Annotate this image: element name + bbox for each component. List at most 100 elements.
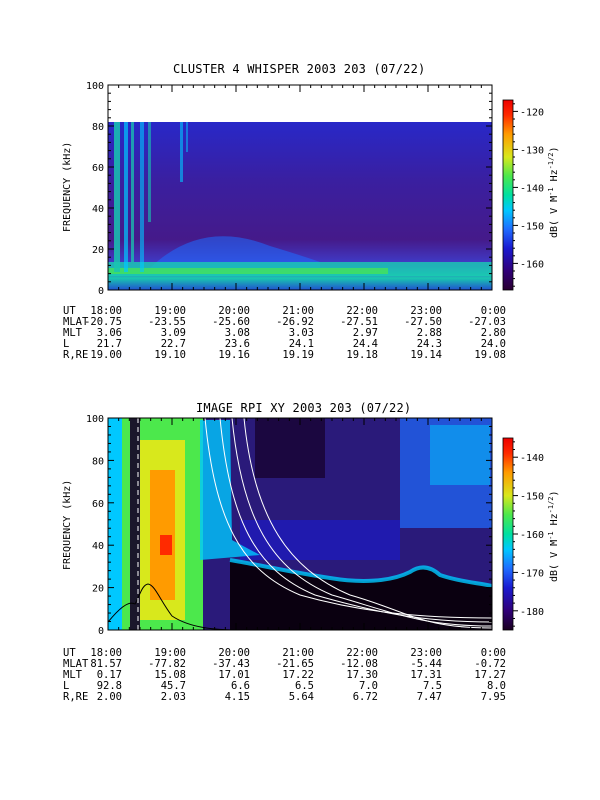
rpi-ephemeris-value: 0.17 [96,669,122,681]
cluster-ephemeris-value: 23:00 [410,305,442,317]
cluster-colorbar-label: dB( V M-1 Hz-1/2) [547,146,560,238]
rpi-y-tick-label: 100 [86,414,104,425]
eph-label-l: L [63,680,70,692]
cluster-ephemeris-value: 20:00 [218,305,250,317]
rpi-ephemeris-value: -5.44 [410,658,442,670]
rpi-model-curves [108,418,492,630]
eph-label-mlat: MLAT [63,658,89,670]
rpi-y-tick-label: 60 [92,499,104,510]
rpi-cyan-front [200,420,260,560]
cluster-ephemeris-value: 23.6 [224,338,250,350]
eph-label-mlt: MLT [63,327,82,339]
cluster-burst-7 [186,122,188,152]
cluster-ephemeris-value: -20.75 [84,316,122,328]
rpi-ephemeris-value: 6.72 [352,691,378,703]
rpi-y-tick-label: 40 [92,541,104,552]
rpi-colorbar-tick-label: -150 [520,492,544,503]
rpi-ephemeris-value: 7.47 [416,691,442,703]
cluster-ephemeris-value: 24.0 [480,338,506,350]
rpi-plasma-edge [229,558,492,588]
cluster-y-tick-label: 80 [92,122,104,133]
rpi-y-tick-label: 20 [92,584,104,595]
rpi-colorbar-tick-label: -170 [520,568,544,579]
cluster-ephemeris-value: 19.00 [90,349,122,361]
rpi-ephemeris-value: 19:00 [154,647,186,659]
rpi-mid-blue-band [240,520,400,560]
cluster-spectrogram-chart: 0 20 40 60 80 100 FREQUENCY (kHz) -120 -130 -14… [62,81,560,297]
cluster-y-axis-label: FREQUENCY (kHz) [62,142,73,232]
cluster-ephemeris-value: 22.7 [160,338,186,350]
rpi-ephemeris-value: 20:00 [218,647,250,659]
rpi-colorbar-ticks: -140 -150 -160 -170 -180 [513,441,544,627]
cluster-ephemeris-value: 24.3 [416,338,442,350]
cluster-ephemeris-value: 2.88 [416,327,442,339]
cluster-ephemeris-value: 2.80 [480,327,506,339]
rpi-ephemeris-value: 92.8 [96,680,122,692]
rpi-ephemeris-value: 21:00 [282,647,314,659]
eph-label-l: L [63,338,70,350]
eph-label-mlat: MLAT [63,316,89,328]
cluster-ephemeris-value: 19:00 [154,305,186,317]
rpi-model-curve [204,418,492,619]
cluster-colorbar-tick-label: -160 [520,259,544,270]
cluster-colorbar [502,99,514,291]
rpi-ephemeris-value: 22:00 [346,647,378,659]
cluster-burst-5 [148,122,151,222]
cluster-burst-1 [114,122,120,272]
cluster-burst-6 [180,122,183,182]
rpi-ephemeris-value: 2.03 [160,691,186,703]
eph-label-ut: UT [63,647,76,659]
cluster-colorbar-tick-label: -140 [520,183,544,194]
cluster-ephemeris-value: 19.14 [410,349,442,361]
eph-label-mlt: MLT [63,669,82,681]
eph-label-r: R,RE [63,691,89,703]
rpi-x-ticks [107,418,493,630]
cluster-ephemeris-value: 19.18 [346,349,378,361]
rpi-ephemeris-value: 0:00 [480,647,506,659]
cluster-low-band-core [108,268,388,274]
rpi-colorbar [502,437,514,631]
cluster-ephemeris-value: 21:00 [282,305,314,317]
rpi-ephemeris-value: 17.01 [218,669,250,681]
cluster-colorbar-tick-label: -150 [520,221,544,232]
cluster-burst-3 [131,122,134,262]
rpi-y-tick-label: 0 [98,626,104,637]
rpi-y-ticks: 0 20 40 60 80 100 [86,414,492,637]
cluster-ephemeris-value: 22:00 [346,305,378,317]
rpi-title: IMAGE RPI XY 2003 203 (07/22) [196,401,412,415]
cluster-ephemeris-value: 19.19 [282,349,314,361]
rpi-ephemeris-value: 17.27 [474,669,506,681]
cluster-ephemeris-value: -27.03 [468,316,506,328]
rpi-y-axis-label: FREQUENCY (kHz) [62,480,73,570]
rpi-ephemeris-value: -12.08 [340,658,378,670]
rpi-ephemeris-value: 17.30 [346,669,378,681]
cluster-title: CLUSTER 4 WHISPER 2003 203 (07/22) [173,62,426,76]
cluster-y-tick-label: 20 [92,245,104,256]
cluster-ephemeris-value: -27.51 [340,316,378,328]
rpi-ephemeris-value: 17.31 [410,669,442,681]
cluster-ephemeris-value: 3.08 [224,327,250,339]
cluster-ephemeris-value: -27.50 [404,316,442,328]
rpi-ephemeris-value: 6.6 [231,680,250,692]
cluster-y-tick-label: 0 [98,286,104,297]
rpi-ephemeris-value: 17.22 [282,669,314,681]
cluster-burst-4 [140,122,144,272]
cluster-burst-2 [124,122,128,272]
cluster-ephemeris-value: -25.60 [212,316,250,328]
cluster-ephemeris-value: 24.4 [352,338,378,350]
rpi-colorbar-tick-label: -140 [520,453,544,464]
rpi-model-curve [243,418,492,629]
cluster-ephemeris-value: -26.92 [276,316,314,328]
cluster-y-tick-label: 60 [92,163,104,174]
eph-label-ut: UT [63,305,76,317]
rpi-ephemeris-value: 5.64 [288,691,314,703]
cluster-ephemeris-value: 3.09 [160,327,186,339]
cluster-ephemeris-value: 3.06 [96,327,122,339]
rpi-ephemeris-value: -37.43 [212,658,250,670]
rpi-ephemeris-value: 7.95 [480,691,506,703]
rpi-ephemeris-value: -0.72 [474,658,506,670]
rpi-colorbar-label: dB( V M-1 Hz-1/2) [547,490,560,582]
rpi-ephemeris-value: 6.5 [295,680,314,692]
rpi-black-trace [108,583,241,630]
eph-label-r: R,RE [63,349,89,361]
